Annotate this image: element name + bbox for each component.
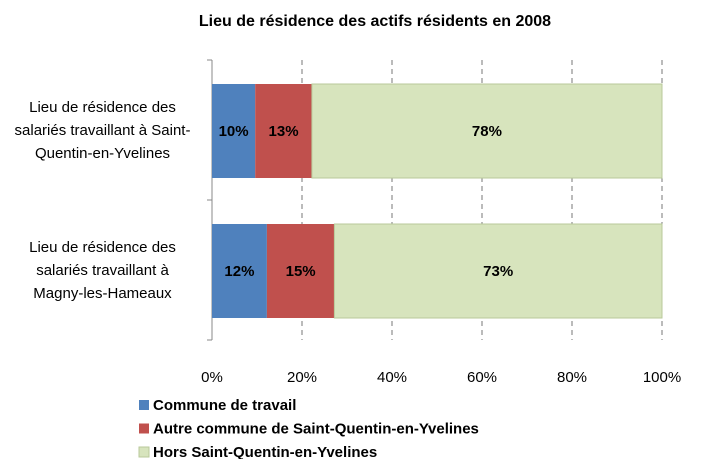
bar-segment [333, 223, 663, 319]
x-tick-label: 60% [467, 369, 497, 386]
x-tick-label: 40% [377, 369, 407, 386]
bar-segment [266, 224, 335, 318]
y-tick-label: Lieu de résidence des salariés travailla… [29, 238, 176, 302]
data-label: 10% [219, 123, 249, 140]
data-label: 13% [269, 123, 299, 140]
x-tick-label: 100% [643, 369, 681, 386]
data-label: 12% [224, 263, 254, 280]
data-label: 15% [286, 263, 316, 280]
x-tick-label: 80% [557, 369, 587, 386]
data-label: 73% [483, 263, 513, 280]
category-label-box: Lieu de résidence des salariés travailla… [14, 98, 191, 162]
bar-segment [212, 84, 256, 178]
bar-segment [311, 83, 663, 179]
legend-swatch [138, 446, 150, 458]
y-tick-label: Lieu de résidence des salariés travailla… [14, 98, 191, 162]
legend-swatch [139, 400, 149, 410]
bar-segment [212, 224, 267, 318]
legend-label: Autre commune de Saint-Quentin-en-Yvelin… [153, 420, 479, 437]
bar-segment [255, 84, 312, 178]
legend-swatch [139, 423, 149, 434]
legend-label: Hors Saint-Quentin-en-Yvelines [153, 444, 377, 459]
x-tick-label: 20% [287, 369, 317, 386]
data-label: 78% [472, 123, 502, 140]
chart-title: Lieu de résidence des actifs résidents e… [199, 13, 551, 30]
category-label-box: Lieu de résidence des salariés travailla… [29, 238, 176, 302]
legend-label: Commune de travail [153, 397, 296, 414]
x-tick-label: 0% [201, 369, 223, 386]
